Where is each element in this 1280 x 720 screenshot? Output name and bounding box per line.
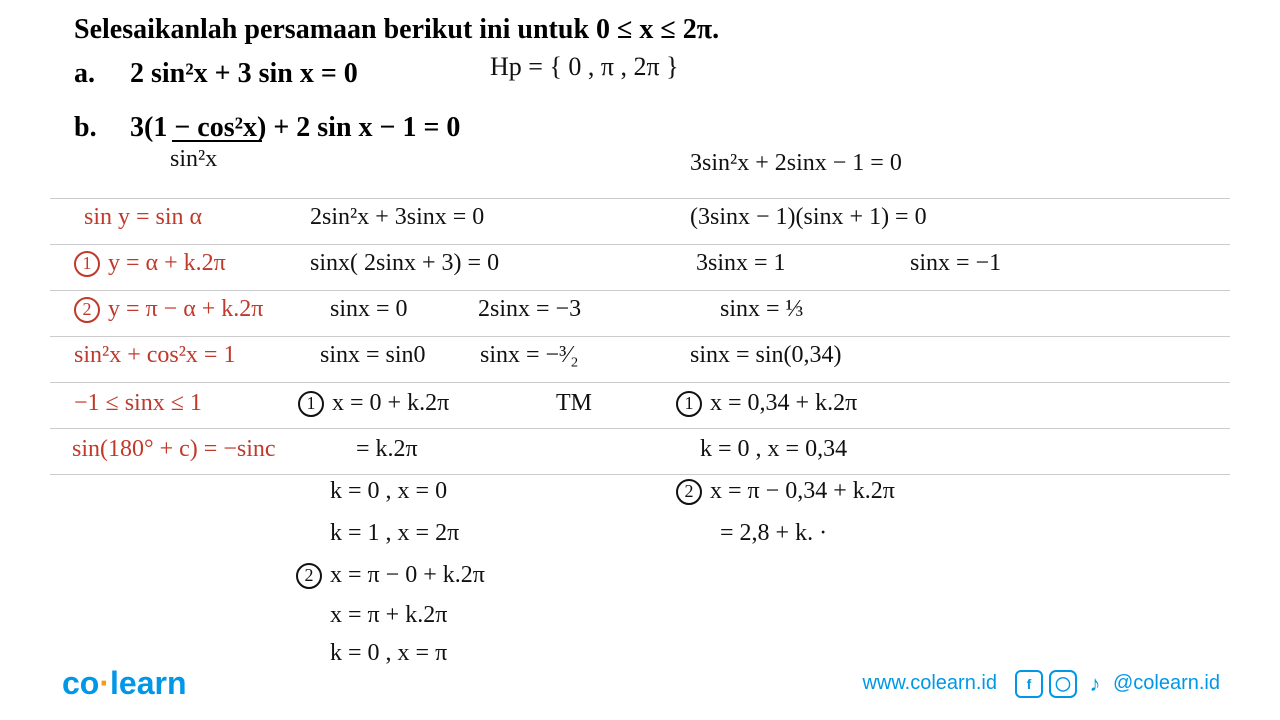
- right-step-6: 1 x = 0,34 + k.2π: [676, 390, 857, 417]
- mid-step-tm: TM: [556, 390, 592, 417]
- item-a-solution-set: Hp = { 0 , π , 2π }: [490, 52, 679, 82]
- mid-step-11: k = 0 , x = π: [330, 640, 447, 667]
- facebook-icon: f: [1015, 670, 1043, 698]
- right-step-3b: sinx = −1: [910, 250, 1001, 277]
- footer-social-icons: f ◯ ♪ @colearn.id: [1015, 670, 1220, 698]
- mid-step-9: 2 x = π − 0 + k.2π: [296, 562, 485, 589]
- mid-step-1: 2sin²x + 3sinx = 0: [310, 204, 484, 231]
- circle-2-icon: 2: [74, 297, 100, 323]
- mid-step-7: k = 0 , x = 0: [330, 478, 447, 505]
- ruled-line: [50, 336, 1230, 337]
- page-footer: co·learn www.colearn.id f ◯ ♪ @colearn.i…: [0, 665, 1280, 702]
- item-a-equation: 2 sin²x + 3 sin x = 0: [130, 56, 358, 92]
- right-step-3a: 3sinx = 1: [696, 250, 786, 277]
- item-b-label: b.: [74, 110, 97, 146]
- mid-step-6: = k.2π: [356, 436, 418, 463]
- mid-step-5: 1 x = 0 + k.2π: [298, 390, 449, 417]
- formula-case2-text: y = π − α + k.2π: [108, 296, 263, 322]
- formula-case2: 2 y = π − α + k.2π: [74, 296, 263, 323]
- logo-learn: learn: [110, 665, 186, 701]
- formula-sin-range: −1 ≤ sinx ≤ 1: [74, 390, 202, 417]
- footer-right: www.colearn.id f ◯ ♪ @colearn.id: [862, 670, 1220, 698]
- right-step-1: 3sin²x + 2sinx − 1 = 0: [690, 150, 902, 177]
- formula-case1-text: y = α + k.2π: [108, 250, 226, 276]
- ruled-line: [50, 198, 1230, 199]
- instagram-icon: ◯: [1049, 670, 1077, 698]
- underline-cos2x: [172, 140, 262, 142]
- mid-step-3b: 2sinx = −3: [478, 296, 581, 323]
- ruled-line: [50, 428, 1230, 429]
- right-step-6-text: x = 0,34 + k.2π: [710, 390, 857, 416]
- circle-1-icon: 1: [74, 251, 100, 277]
- right-step-2: (3sinx − 1)(sinx + 1) = 0: [690, 204, 927, 231]
- circle-1-icon: 1: [676, 391, 702, 417]
- mid-step-4a: sinx = sin0: [320, 342, 426, 369]
- worksheet-page: Selesaikanlah persamaan berikut ini untu…: [0, 0, 1280, 720]
- footer-handle: @colearn.id: [1113, 672, 1220, 695]
- mid-step-5-text: x = 0 + k.2π: [332, 390, 449, 416]
- right-step-5: sinx = sin(0,34): [690, 342, 842, 369]
- right-step-4: sinx = ⅓: [720, 296, 804, 323]
- mid-step-4b: sinx = −³⁄₂: [480, 342, 579, 369]
- mid-step-10: x = π + k.2π: [330, 602, 447, 629]
- item-a-label: a.: [74, 56, 95, 92]
- mid-step-9-text: x = π − 0 + k.2π: [330, 562, 485, 588]
- ruled-line: [50, 290, 1230, 291]
- colearn-logo: co·learn: [62, 665, 186, 702]
- right-step-7: k = 0 , x = 0,34: [700, 436, 847, 463]
- logo-dot-icon: ·: [99, 665, 110, 701]
- ruled-line: [50, 244, 1230, 245]
- mid-step-3a: sinx = 0: [330, 296, 408, 323]
- footer-url: www.colearn.id: [862, 672, 997, 695]
- formula-pythagorean: sin²x + cos²x = 1: [74, 342, 235, 369]
- logo-co: co: [62, 665, 99, 701]
- ruled-line: [50, 382, 1230, 383]
- formula-sin-180c: sin(180° + c) = −sinc: [72, 436, 276, 463]
- ruled-line: [50, 474, 1230, 475]
- tiktok-icon: ♪: [1083, 672, 1107, 696]
- circle-2-icon: 2: [296, 563, 322, 589]
- formula-case1: 1 y = α + k.2π: [74, 250, 226, 277]
- right-step-9: = 2,8 + k. ·: [720, 520, 827, 547]
- circle-2-icon: 2: [676, 479, 702, 505]
- substitution-sin2x: sin²x: [170, 146, 217, 173]
- right-step-8-text: x = π − 0,34 + k.2π: [710, 478, 895, 504]
- problem-title: Selesaikanlah persamaan berikut ini untu…: [74, 12, 719, 48]
- circle-1-icon: 1: [298, 391, 324, 417]
- right-step-8: 2 x = π − 0,34 + k.2π: [676, 478, 895, 505]
- mid-step-8: k = 1 , x = 2π: [330, 520, 459, 547]
- formula-siny-sina: sin y = sin α: [84, 204, 202, 231]
- mid-step-2: sinx( 2sinx + 3) = 0: [310, 250, 499, 277]
